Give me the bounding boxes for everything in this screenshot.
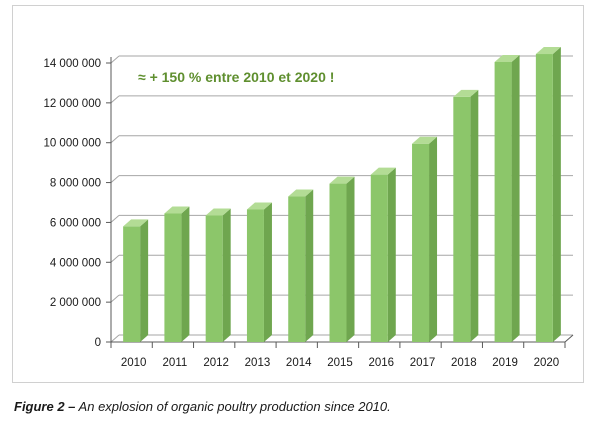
x-tick-label: 2011 bbox=[163, 357, 188, 369]
x-tick-label: 2019 bbox=[492, 357, 518, 369]
gridline-side bbox=[110, 55, 120, 64]
bar-side-2020 bbox=[552, 47, 561, 343]
bar-top-2018 bbox=[453, 89, 479, 97]
x-tick-label: 2017 bbox=[410, 357, 436, 369]
figure-caption: Figure 2 – An explosion of organic poult… bbox=[14, 399, 391, 414]
bar-side-2015 bbox=[346, 176, 355, 342]
bar-side-2014 bbox=[305, 189, 314, 342]
bar-top-2020 bbox=[535, 47, 561, 55]
bar-side-2019 bbox=[511, 55, 520, 342]
caption-text: An explosion of organic poultry producti… bbox=[75, 399, 391, 414]
bar-2011 bbox=[164, 213, 182, 342]
bar-top-2015 bbox=[329, 176, 355, 184]
bar-2014 bbox=[288, 196, 306, 342]
chart-annotation: ≈ + 150 % entre 2010 et 2020 ! bbox=[138, 69, 334, 85]
x-tick-label: 2016 bbox=[368, 357, 394, 369]
y-tick-label: 14 000 000 bbox=[43, 58, 101, 70]
bar-top-2019 bbox=[494, 55, 520, 63]
bar-2013 bbox=[246, 209, 264, 342]
bar-top-2017 bbox=[412, 136, 438, 144]
bar-top-2010 bbox=[123, 219, 149, 227]
bar-2012 bbox=[205, 215, 223, 342]
bars-layer bbox=[123, 47, 561, 343]
x-tick-label: 2020 bbox=[534, 357, 560, 369]
gridline-side bbox=[110, 95, 120, 104]
bar-2016 bbox=[370, 174, 388, 342]
bar-2019 bbox=[494, 62, 512, 342]
y-tick-label: 12 000 000 bbox=[43, 98, 101, 110]
gridline-side bbox=[110, 175, 120, 183]
y-tick-label: 6 000 000 bbox=[50, 217, 101, 229]
y-tick-label: 8 000 000 bbox=[50, 178, 101, 190]
bar-top-2014 bbox=[288, 189, 314, 197]
y-tick-label: 0 bbox=[95, 337, 101, 349]
gridline-side bbox=[110, 294, 120, 303]
gridline-side bbox=[110, 254, 120, 263]
y-tick-label: 10 000 000 bbox=[43, 138, 101, 150]
bar-chart: 0 2 000 000 4 000 000 6 000 000 8 000 000 10 … bbox=[43, 47, 574, 369]
gridline-side bbox=[110, 334, 120, 343]
bar-2010 bbox=[123, 226, 141, 342]
bar-side-2018 bbox=[470, 89, 479, 342]
bar-2020 bbox=[535, 54, 553, 343]
bar-top-2016 bbox=[370, 167, 396, 175]
caption-label: Figure 2 – bbox=[14, 399, 76, 414]
bar-side-2011 bbox=[181, 206, 190, 342]
bar-side-2012 bbox=[222, 208, 231, 342]
bar-top-2011 bbox=[164, 206, 190, 214]
bar-side-2013 bbox=[263, 202, 272, 342]
x-tick-label: 2013 bbox=[245, 357, 271, 369]
gridline-side bbox=[110, 215, 120, 223]
x-tick-label: 2010 bbox=[121, 357, 147, 369]
bar-2017 bbox=[412, 143, 430, 342]
bar-2018 bbox=[453, 96, 471, 342]
x-tick-label: 2014 bbox=[286, 357, 312, 369]
bar-side-2017 bbox=[429, 136, 438, 342]
y-tick-label: 4 000 000 bbox=[50, 257, 101, 269]
bar-side-2010 bbox=[140, 219, 149, 342]
x-tick-label: 2012 bbox=[203, 357, 229, 369]
labels-layer: 0 2 000 000 4 000 000 6 000 000 8 000 000 10 … bbox=[43, 58, 559, 369]
x-tick-label: 2015 bbox=[327, 357, 353, 369]
bar-top-2013 bbox=[246, 202, 272, 210]
bar-2015 bbox=[329, 183, 347, 342]
bar-top-2012 bbox=[205, 208, 231, 216]
gridline-side bbox=[110, 135, 120, 144]
y-tick-label: 2 000 000 bbox=[50, 297, 101, 309]
bar-side-2016 bbox=[387, 167, 396, 342]
x-axis-depth bbox=[564, 334, 574, 343]
chart-frame: 0 2 000 000 4 000 000 6 000 000 8 000 000 10 … bbox=[12, 5, 584, 383]
x-tick-label: 2018 bbox=[451, 357, 477, 369]
